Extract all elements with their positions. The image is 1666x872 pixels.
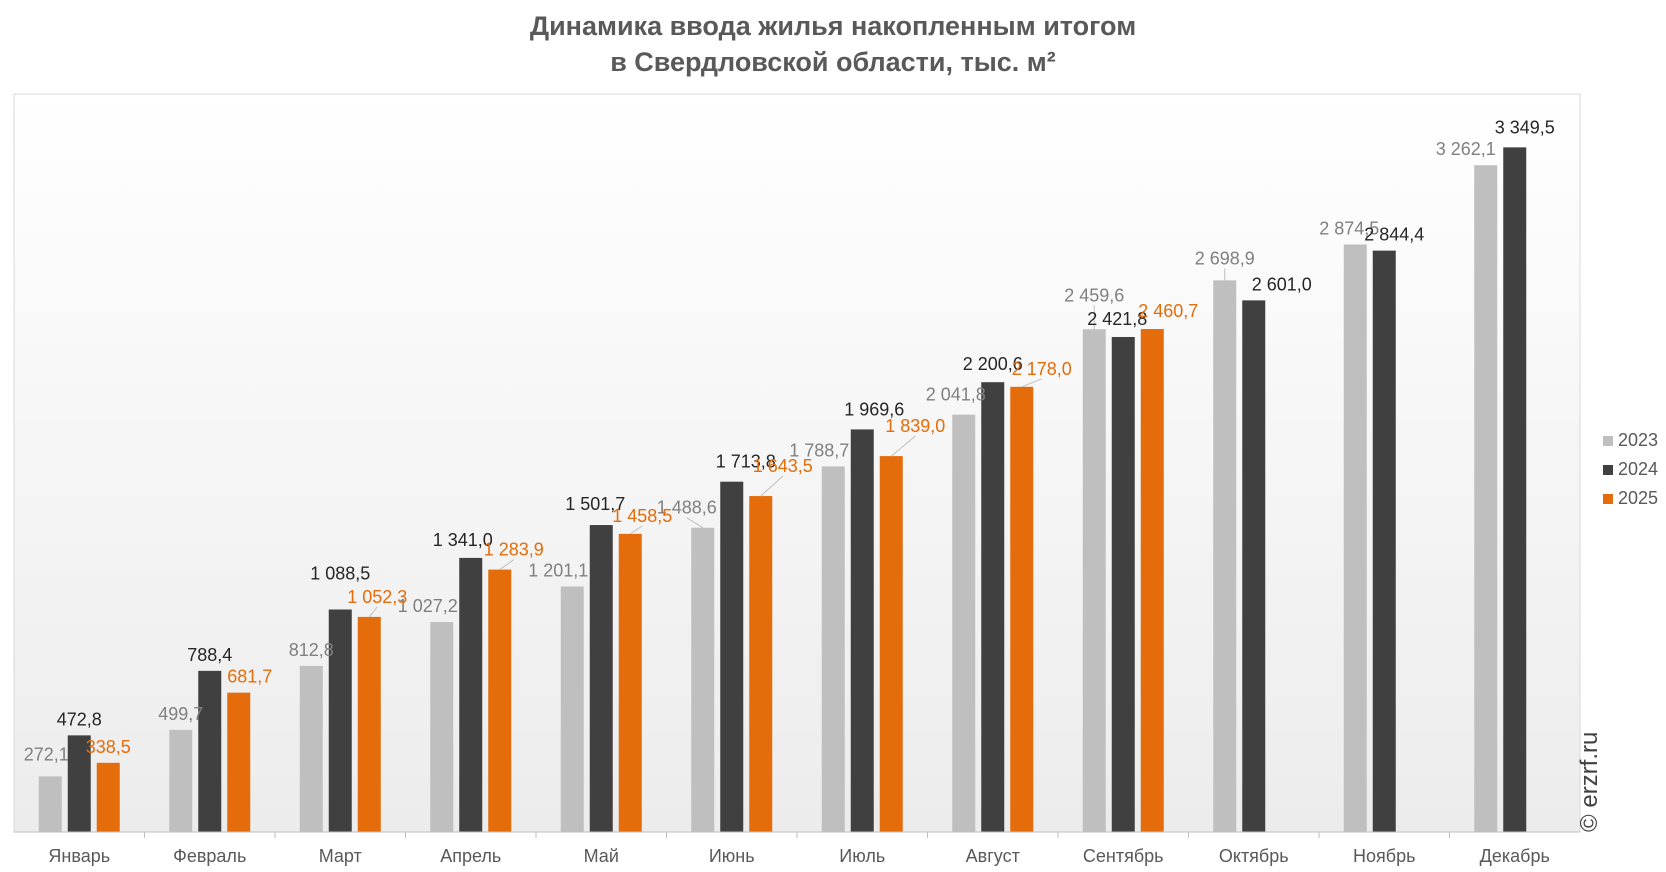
data-label-2024-4: 1 341,0 [433, 530, 493, 550]
chart-title: Динамика ввода жилья накопленным итогом … [0, 8, 1666, 80]
bar-2023-8 [952, 414, 976, 832]
data-label-2024-1: 472,8 [57, 709, 102, 729]
bar-2024-11 [1372, 250, 1396, 833]
bar-2025-3 [357, 616, 381, 832]
leader-line [760, 475, 784, 497]
legend-label-2025: 2025 [1618, 488, 1658, 508]
bar-2024-5 [589, 525, 613, 832]
bar-2023-10 [1213, 280, 1237, 832]
bar-2025-8 [1010, 386, 1034, 832]
x-tick-label: Ноябрь [1353, 846, 1415, 866]
bar-2025-9 [1140, 329, 1164, 832]
data-label-2025-8: 2 178,0 [1012, 359, 1072, 379]
bar-2024-6 [720, 481, 744, 832]
data-label-2023-8: 2 041,8 [926, 385, 986, 405]
x-tick-label: Март [319, 846, 362, 866]
x-tick-label: Январь [48, 846, 110, 866]
bar-2024-7 [850, 429, 874, 832]
x-tick-label: Октябрь [1219, 846, 1289, 866]
legend: 2023 2024 2025 [1603, 430, 1658, 508]
data-label-2024-8: 2 200,6 [963, 354, 1023, 374]
bar-2024-10 [1242, 300, 1266, 832]
x-tick-label: Апрель [440, 846, 501, 866]
data-label-2025-1: 338,5 [86, 737, 131, 757]
leader-line [890, 435, 916, 457]
data-label-2024-9: 2 421,8 [1087, 309, 1147, 329]
bar-2023-4 [430, 622, 454, 832]
chart-title-line2: в Свердловской области, тыс. м² [610, 47, 1056, 77]
bar-2023-11 [1343, 244, 1367, 832]
data-label-2024-7: 1 969,6 [844, 399, 904, 419]
data-label-2025-5: 1 458,5 [612, 506, 672, 526]
data-label-2024-12: 3 349,5 [1495, 117, 1555, 137]
bar-2024-3 [328, 609, 352, 832]
bar-2023-6 [691, 527, 715, 832]
data-label-2025-4: 1 283,9 [484, 540, 544, 560]
plot-area [13, 93, 1581, 833]
data-label-2023-9: 2 459,6 [1064, 285, 1124, 305]
data-label-2023-2: 499,7 [158, 704, 203, 724]
watermark: © erzrf.ru [1576, 731, 1603, 832]
x-tick-label: Июнь [709, 846, 755, 866]
data-label-2024-5: 1 501,7 [565, 494, 625, 514]
bar-2024-2 [198, 670, 222, 832]
data-label-2023-1: 272,1 [24, 744, 69, 764]
legend-swatch-2025 [1603, 494, 1613, 504]
legend-label-2024: 2024 [1618, 459, 1658, 479]
leader-line [629, 525, 643, 535]
data-label-2023-7: 1 788,7 [789, 440, 849, 460]
legend-swatch-2024 [1603, 465, 1613, 475]
data-label-2025-7: 1 839,0 [885, 416, 945, 436]
bar-2025-6 [749, 496, 773, 832]
bar-2023-5 [560, 586, 584, 832]
bar-2024-9 [1111, 336, 1135, 832]
data-label-2024-10: 2 601,0 [1252, 274, 1312, 294]
bar-2024-4 [459, 557, 483, 832]
legend-swatch-2023 [1603, 436, 1613, 446]
data-label-2025-6: 1 643,5 [753, 456, 813, 476]
leader-line [1021, 378, 1042, 388]
leader-line [686, 517, 704, 529]
bar-2024-1 [67, 735, 91, 832]
data-label-2024-6: 1 713,8 [716, 452, 776, 472]
x-tick-label: Май [584, 846, 619, 866]
bar-2023-2 [169, 729, 193, 832]
x-tick-label: Сентябрь [1083, 846, 1164, 866]
data-label-2023-5: 1 201,1 [528, 560, 588, 580]
data-label-2025-2: 681,7 [227, 667, 272, 687]
legend-label-2023: 2023 [1618, 430, 1658, 450]
data-label-2024-2: 788,4 [187, 645, 232, 665]
data-label-2023-11: 2 874,5 [1319, 218, 1379, 238]
x-tick-label: Февраль [173, 846, 246, 866]
data-label-2023-4: 1 027,2 [398, 596, 458, 616]
leader-line [368, 606, 378, 618]
bar-2025-5 [618, 533, 642, 832]
leader-line [499, 559, 515, 570]
x-tick-label: Август [966, 846, 1020, 866]
bar-2023-9 [1082, 329, 1106, 832]
bar-2025-1 [96, 762, 120, 832]
chart-title-line1: Динамика ввода жилья накопленным итогом [529, 11, 1137, 41]
bar-2023-3 [299, 665, 323, 832]
data-label-2025-3: 1 052,3 [347, 587, 407, 607]
x-tick-label: Декабрь [1480, 846, 1550, 866]
data-label-2023-10: 2 698,9 [1195, 248, 1255, 268]
bar-2024-12 [1503, 147, 1527, 833]
bar-2025-4 [488, 569, 512, 832]
data-label-2023-3: 812,8 [289, 640, 334, 660]
data-label-2024-3: 1 088,5 [310, 564, 370, 584]
bar-2023-7 [821, 466, 845, 832]
bar-2025-7 [879, 456, 903, 832]
data-label-2024-11: 2 844,4 [1364, 225, 1424, 245]
x-tick-label: Июль [839, 846, 885, 866]
bar-2025-2 [227, 692, 251, 832]
bar-2024-8 [981, 382, 1005, 832]
bar-2023-1 [38, 776, 62, 832]
data-label-2023-12: 3 262,1 [1436, 139, 1496, 159]
bar-2023-12 [1474, 165, 1498, 833]
data-label-2025-9: 2 460,7 [1138, 301, 1198, 321]
data-label-2023-6: 1 488,6 [657, 498, 717, 518]
